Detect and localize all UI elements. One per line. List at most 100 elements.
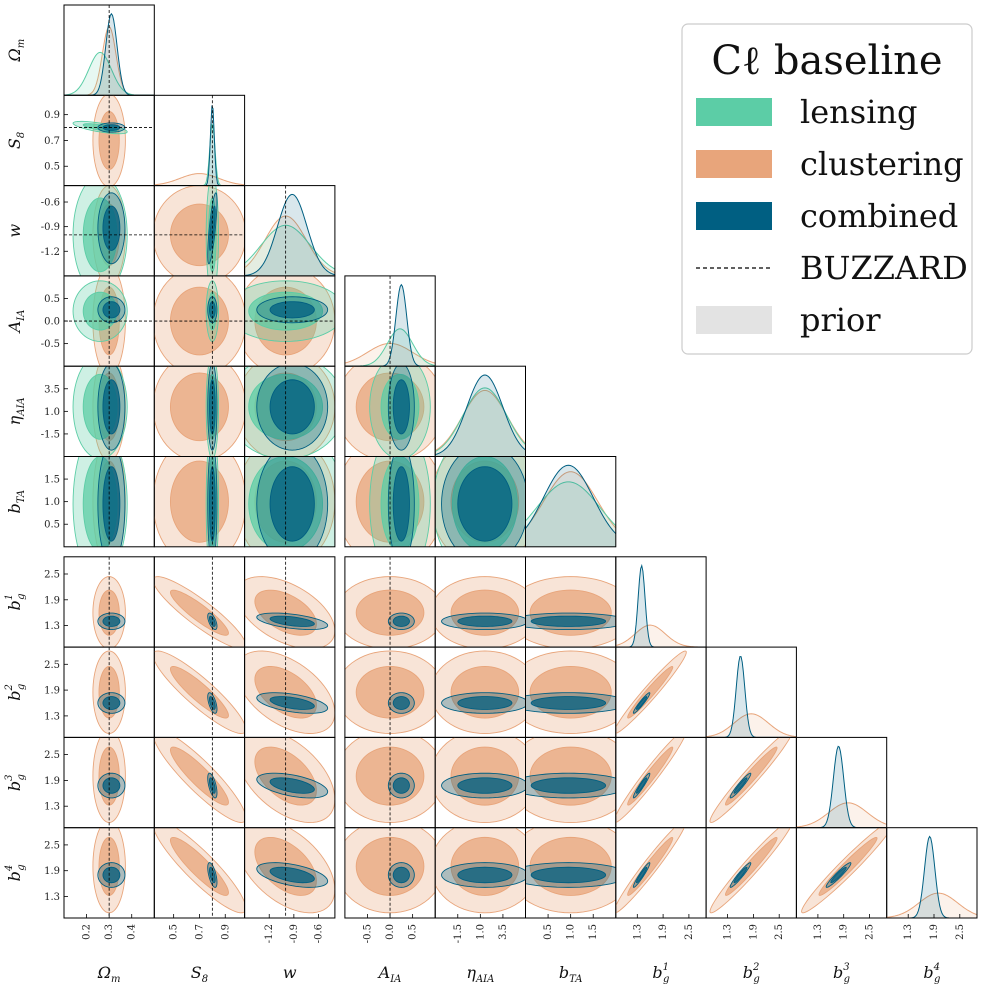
legend-entry-combined: combined — [696, 197, 958, 235]
xtick-label-3-2: 0.5 — [408, 924, 419, 940]
xtick-label-0-1: 0.3 — [104, 924, 115, 940]
marginal-fill-combined-0 — [64, 13, 155, 96]
contour-68-combined-6-3 — [392, 615, 410, 627]
contour-68-combined-8-7 — [733, 777, 748, 794]
panel-frame-5-2 — [244, 456, 336, 548]
panel-6-3 — [344, 556, 436, 648]
contour-68-combined-3-2 — [269, 301, 315, 319]
ytick-label-6-0: 1.3 — [44, 621, 60, 632]
ytick-label-2-2: -0.6 — [41, 198, 60, 209]
panel-6-6 — [615, 556, 707, 648]
panel-1-1 — [153, 94, 246, 187]
panel-9-1: 0.5 0.7 0.9 — [153, 827, 246, 940]
xtick-label-2-1: -0.9 — [289, 924, 300, 943]
xtick-label-2-2: -0.6 — [313, 924, 324, 943]
y-axis-label-5: bTA — [5, 490, 27, 514]
contour-68-combined-6-2 — [269, 615, 315, 627]
contour-68-combined-6-5 — [530, 615, 607, 627]
marginal-fill-clustering-7 — [706, 713, 797, 738]
legend-title: Cℓ baseline — [711, 38, 942, 84]
xtick-label-4-1: 1.0 — [475, 924, 486, 940]
marginal-line-clustering-7 — [706, 713, 797, 738]
panel-0-0 — [63, 4, 155, 96]
marginal-line-combined-5 — [525, 464, 616, 534]
ytick-label-8-0: 1.3 — [44, 802, 60, 813]
panel-frame-9-2 — [244, 827, 336, 919]
contour-68-clustering-9-7 — [724, 836, 778, 896]
xtick-label-5-0: 0.5 — [543, 924, 554, 940]
panel-7-4 — [434, 646, 527, 738]
marginal-fill-combined-6 — [615, 565, 707, 648]
contour-68-clustering-9-3 — [355, 836, 425, 896]
xtick-label-5-1: 1.0 — [566, 924, 577, 940]
legend-label-2: combined — [800, 197, 958, 235]
ytick-label-1-1: 0.7 — [44, 136, 60, 147]
xtick-label-2-0: -1.2 — [264, 924, 275, 943]
y-axis-label-9: b4g — [4, 864, 27, 881]
contour-68-combined-9-0 — [102, 866, 121, 884]
contour-68-clustering-5-1 — [169, 460, 229, 543]
ytick-label-9-1: 1.9 — [44, 866, 60, 877]
ytick-label-7-1: 1.9 — [44, 686, 60, 697]
ytick-label-8-1: 1.9 — [44, 776, 60, 787]
ytick-label-9-0: 1.3 — [44, 892, 60, 903]
contour-68-combined-3-0 — [102, 301, 121, 319]
marginal-fill-clustering-8 — [796, 802, 887, 828]
panel-7-5 — [525, 646, 617, 738]
contour-68-clustering-8-3 — [355, 746, 425, 806]
contour-68-combined-7-5 — [530, 696, 607, 710]
panel-7-2 — [244, 646, 336, 738]
contour-68-combined-9-4 — [457, 866, 513, 884]
contour-68-combined-5-2 — [269, 466, 315, 542]
panel-8-6 — [615, 736, 707, 829]
contour-68-combined-6-4 — [457, 615, 513, 627]
panel-6-4 — [434, 556, 527, 648]
panel-4-1 — [153, 365, 246, 458]
marginal-fill-clustering-9 — [886, 893, 977, 918]
x-axis-label-5: bTA — [559, 963, 583, 985]
ytick-label-1-2: 0.9 — [44, 110, 60, 121]
ytick-label-8-2: 2.5 — [44, 750, 60, 761]
ytick-label-5-2: 1.5 — [44, 475, 60, 486]
panel-7-6 — [615, 646, 707, 738]
ytick-label-1-0: 0.5 — [44, 162, 60, 173]
panel-2-0: -1.2 -0.9 -0.6 — [41, 185, 155, 277]
panel-8-2 — [244, 736, 336, 829]
contour-68-combined-7-3 — [392, 696, 410, 710]
contour-68-combined-7-6 — [635, 696, 648, 710]
ytick-label-3-1: 0.0 — [44, 317, 60, 328]
panel-frame-5-5 — [525, 456, 617, 548]
contour-68-combined-8-3 — [392, 777, 410, 794]
ytick-label-3-2: 0.5 — [44, 294, 60, 305]
xtick-label-9-2: 2.5 — [955, 924, 966, 940]
ytick-label-4-1: 1.0 — [44, 407, 60, 418]
y-axis-label-8: b3g — [4, 774, 27, 791]
legend-swatch-0 — [696, 98, 772, 126]
xtick-label-6-2: 2.5 — [684, 924, 695, 940]
marginal-line-clustering-1 — [154, 173, 245, 186]
contour-68-combined-7-2 — [269, 696, 315, 710]
xtick-label-4-0: -1.5 — [453, 924, 464, 943]
xtick-label-3-0: -0.5 — [362, 924, 373, 943]
panel-5-1 — [153, 456, 246, 548]
legend-entry-clustering: clustering — [696, 145, 964, 183]
ytick-label-9-2: 2.5 — [44, 840, 60, 851]
panel-frame-9-6 — [615, 827, 707, 919]
contour-68-combined-8-0 — [102, 777, 121, 794]
marginal-line-combined-4 — [435, 374, 526, 456]
xtick-label-7-2: 2.5 — [774, 924, 785, 940]
panel-4-0: -1.5 1.0 3.5 — [41, 365, 155, 458]
ytick-label-7-0: 1.3 — [44, 711, 60, 722]
contour-68-combined-2-0 — [102, 205, 121, 251]
y-axis-label-3: AIA — [5, 310, 27, 335]
panel-7-0: 1.3 1.9 2.5 — [44, 646, 155, 738]
legend-label-1: clustering — [800, 145, 964, 183]
panel-3-3 — [344, 275, 436, 367]
xtick-label-0-2: 0.4 — [127, 924, 138, 940]
contour-68-combined-7-4 — [457, 696, 513, 710]
panel-4-4 — [434, 365, 527, 458]
panel-1-0: 0.5 0.7 0.9 — [44, 94, 155, 187]
xtick-label-4-2: 3.5 — [498, 924, 509, 940]
marginal-fill-clustering-5 — [525, 471, 616, 547]
x-axis-label-2: w — [283, 963, 297, 982]
